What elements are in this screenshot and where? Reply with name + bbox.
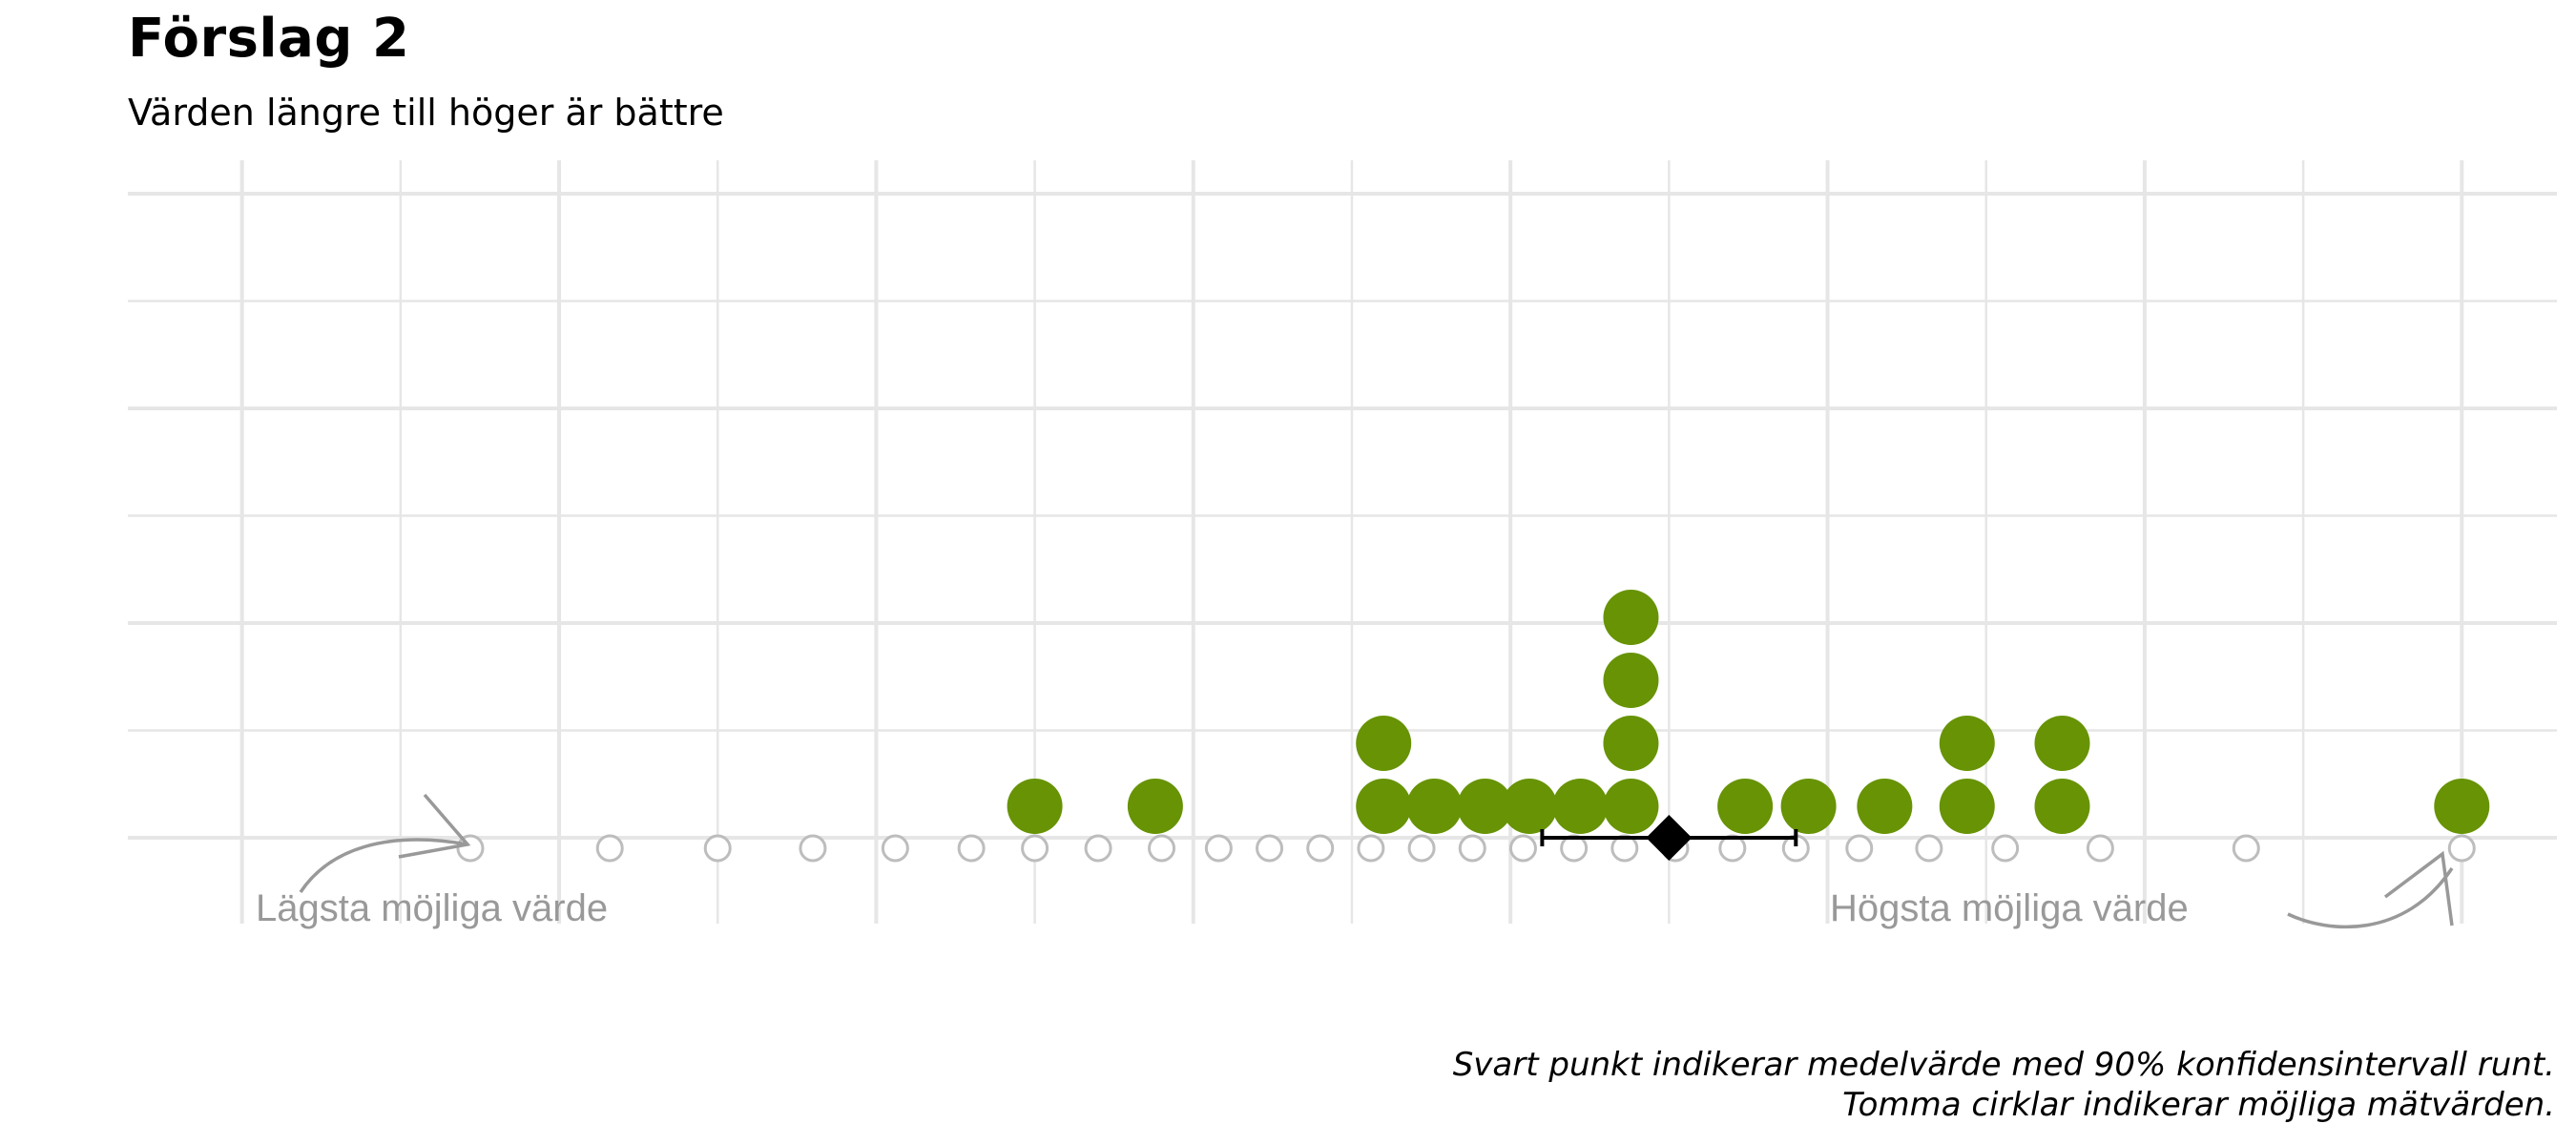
observation-dot [1502, 779, 1558, 834]
observation-dot [1780, 779, 1837, 834]
observation-dot [1939, 716, 1995, 771]
possible-value-circle [1845, 834, 1874, 863]
observation-dot [1603, 716, 1659, 771]
possible-value-circle [703, 834, 732, 863]
high-annotation: Högsta möjliga värde [1830, 887, 2189, 929]
observation-dot [1406, 779, 1463, 834]
possible-value-circle [1204, 834, 1233, 863]
caption-line-1: Svart punkt indikerar medelvärde med 90%… [1452, 1046, 2555, 1084]
observation-dot [1356, 779, 1412, 834]
possible-value-circle [2232, 834, 2260, 863]
chart-title: Förslag 2 [128, 8, 410, 70]
possible-value-circle [881, 834, 909, 863]
possible-value-circle [1021, 834, 1049, 863]
high-arrow-head [2383, 850, 2454, 926]
observation-dot [1457, 779, 1513, 834]
chart-subtitle: Värden längre till höger är bättre [128, 92, 724, 134]
low-arrow-curve [299, 838, 468, 893]
possible-value-circle [595, 834, 624, 863]
possible-values [456, 834, 2476, 863]
possible-value-circle [1458, 834, 1486, 863]
caption-line-2: Tomma cirklar indikerar möjliga mätvärde… [1842, 1086, 2555, 1124]
possible-value-circle [2447, 834, 2476, 863]
possible-value-circle [1508, 834, 1537, 863]
observation-dot [1603, 590, 1659, 645]
mean-marker [1646, 815, 1693, 861]
possible-value-circle [799, 834, 827, 863]
possible-value-circle [1306, 834, 1335, 863]
observation-dot [2034, 779, 2090, 834]
possible-value-circle [1084, 834, 1112, 863]
possible-value-circle [1991, 834, 2020, 863]
possible-value-circle [1357, 834, 1385, 863]
observation-dot [1939, 779, 1995, 834]
possible-value-circle [1915, 834, 1943, 863]
grid-lines [128, 160, 2557, 924]
observation-dot [1127, 779, 1183, 834]
low-arrow-head [398, 793, 471, 859]
observation-dot [1857, 779, 1913, 834]
observation-dot [1603, 653, 1659, 708]
caption: Svart punkt indikerar medelvärde med 90%… [1453, 1045, 2555, 1125]
observation-dot [2434, 779, 2490, 834]
observation-dot [1717, 779, 1774, 834]
low-annotation: Lägsta möjliga värde [256, 887, 608, 929]
annotations: Lägsta möjliga värde Högsta möjliga värd… [256, 793, 2454, 929]
possible-value-circle [957, 834, 986, 863]
observation-dot [1552, 779, 1609, 834]
observation-dot [1007, 779, 1063, 834]
observation-dot [2034, 716, 2090, 771]
observation-dot [1603, 779, 1659, 834]
high-arrow-curve [2287, 867, 2454, 929]
possible-value-circle [1407, 834, 1436, 863]
observation-dot [1356, 716, 1412, 771]
possible-value-circle [2086, 834, 2114, 863]
observations [1007, 590, 2490, 834]
possible-value-circle [1148, 834, 1176, 863]
possible-value-circle [1256, 834, 1284, 863]
mean-with-ci [1540, 815, 1798, 861]
